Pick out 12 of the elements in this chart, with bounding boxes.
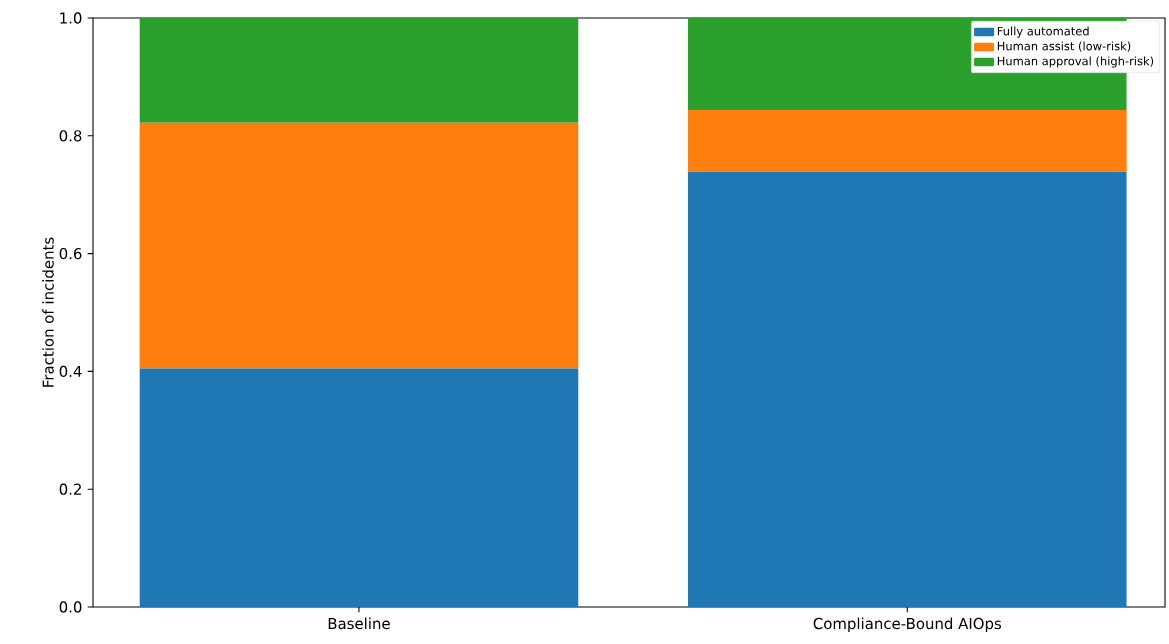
legend-label: Fully automated	[997, 26, 1089, 38]
x-tick-label: Baseline	[328, 617, 390, 630]
y-tick-label: 0.0	[59, 601, 82, 613]
legend-label: Human approval (high-risk)	[997, 56, 1154, 68]
y-tick-label: 0.8	[59, 130, 82, 142]
legend-label: Human assist (low-risk)	[997, 41, 1131, 52]
y-tick-label: 0.4	[59, 365, 82, 378]
y-tick-label: 1.0	[60, 12, 82, 24]
x-tick-label: Compliance-Bound AIOps	[813, 617, 1002, 633]
y-tick-label: 0.2	[59, 483, 81, 495]
y-tick-label: 0.6	[59, 247, 82, 260]
y-axis-title: Fraction of incidents	[42, 237, 54, 387]
